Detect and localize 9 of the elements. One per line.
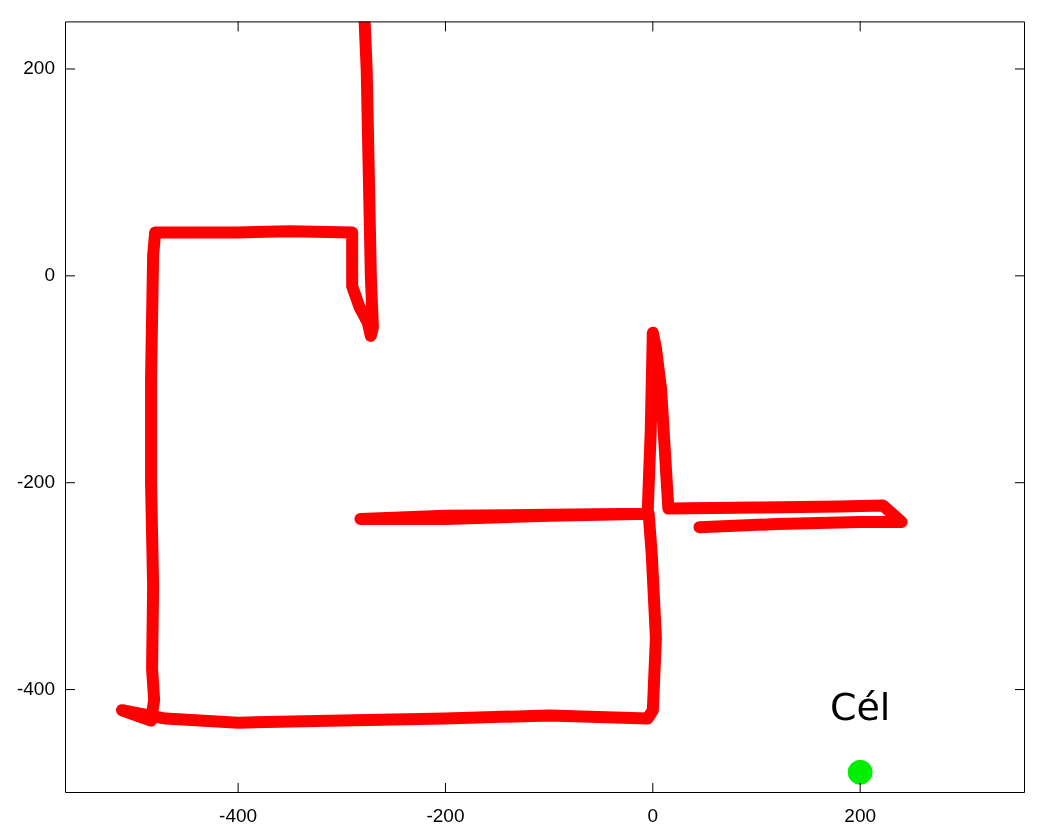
y-tick-label: 200 <box>23 57 55 79</box>
y-tick-label: -200 <box>16 470 55 492</box>
annotation: Cél <box>829 685 891 730</box>
x-tick-label: 0 <box>647 804 659 826</box>
x-tick-label: -400 <box>219 804 258 826</box>
x-tick-label: 200 <box>844 804 877 826</box>
y-tick-label: 0 <box>44 264 55 286</box>
y-tick-label: -400 <box>16 677 55 699</box>
x-tick-label: -200 <box>426 804 465 826</box>
